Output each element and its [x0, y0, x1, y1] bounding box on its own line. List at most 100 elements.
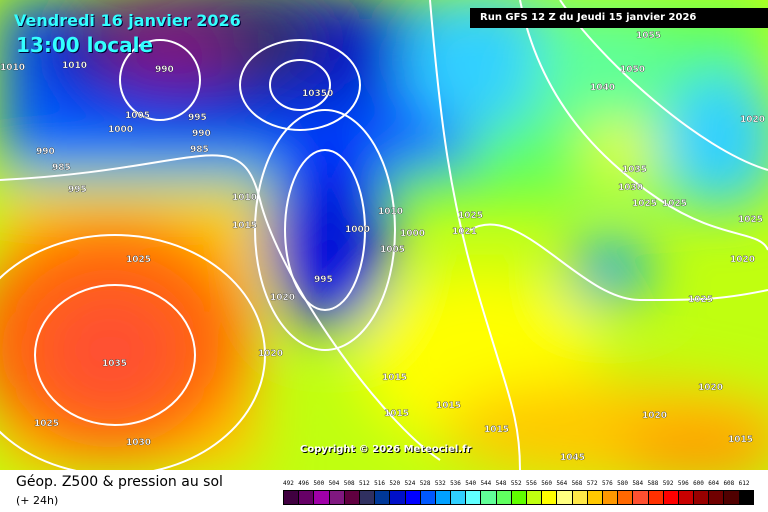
legend-label: 556 [526, 480, 537, 487]
legend-swatch [434, 490, 451, 505]
legend-swatch [571, 490, 587, 505]
legend-swatch [343, 490, 359, 505]
isobar-label: 1015 [436, 401, 461, 411]
legend-label: 512 [358, 480, 370, 487]
legend-cell: 504 [328, 480, 344, 505]
legend-cell: 536 [450, 480, 466, 505]
legend-cell: 580 [617, 480, 633, 505]
legend-cell: 524 [404, 480, 420, 505]
isobar-label: 1025 [738, 215, 763, 225]
isobar-label: 1040 [590, 83, 615, 93]
isobar-label: 1030 [618, 183, 643, 193]
legend-swatch [480, 490, 496, 505]
isobar-label: 1015 [728, 435, 753, 445]
legend-swatch [313, 490, 329, 505]
legend-label: 544 [480, 480, 492, 487]
legend-swatch [328, 490, 344, 505]
legend-label: 520 [389, 480, 401, 487]
legend-label: 580 [617, 480, 628, 487]
legend-label: 524 [404, 480, 416, 487]
legend-swatch [526, 490, 542, 505]
map-title: Géop. Z500 & pression au sol [16, 474, 223, 490]
legend-label: 500 [313, 480, 325, 487]
legend-swatch [404, 490, 420, 505]
legend-swatch [556, 490, 572, 505]
legend-cell: 556 [526, 480, 542, 505]
legend-label: 572 [586, 480, 598, 487]
isobar-label: 1021 [452, 227, 477, 237]
legend-label: 612 [738, 480, 750, 487]
legend-cell: 576 [601, 480, 618, 505]
isobar-label: 1020 [730, 255, 755, 265]
geopotential-field [0, 0, 768, 470]
isobar-label: 1000 [400, 229, 425, 239]
legend-cell: 592 [662, 480, 678, 505]
legend-label: 536 [450, 480, 461, 487]
isobar-label: 1025 [662, 199, 687, 209]
isobar-labels: 1010 1010 990 1005 1000 995 990 985 990 985 995 101… [0, 31, 765, 463]
legend-swatch [586, 490, 602, 505]
legend-label: 608 [723, 480, 735, 487]
isobar-label: 1030 [126, 438, 151, 448]
legend-label: 596 [677, 480, 689, 487]
isobar-label: 1035 [102, 359, 127, 369]
legend-cell: 528 [419, 480, 435, 505]
legend-cell: 608 [723, 480, 739, 505]
isobar-label: 1020 [258, 349, 283, 359]
legend-swatch [617, 490, 633, 505]
legend-cell: 544 [480, 480, 496, 505]
forecast-range: (+ 24h) [16, 494, 59, 507]
legend-swatch [374, 490, 390, 505]
legend-swatch [647, 490, 663, 505]
isobar-label: 985 [52, 163, 71, 173]
isobar-label: 1020 [270, 293, 295, 303]
legend-swatch [450, 490, 466, 505]
isobar-label: 1020 [642, 411, 667, 421]
isobar-label: 1015 [484, 425, 509, 435]
isobar-label: 1025 [632, 199, 657, 209]
isobar-label: 985 [190, 145, 209, 155]
weather-map: 1010 1010 990 1005 1000 995 990 985 990 985 995 101… [0, 0, 768, 470]
legend-cell: 500 [313, 480, 329, 505]
isobar-label: 1025 [458, 211, 483, 221]
legend-cell: 540 [465, 480, 481, 505]
legend-cell: 548 [495, 480, 511, 505]
legend-label: 576 [601, 480, 613, 487]
legend-label: 528 [419, 480, 431, 487]
legend-swatch [510, 490, 526, 505]
isobar-label: 1035 [622, 165, 647, 175]
legend-cell: 516 [374, 480, 390, 505]
legend-cell: 584 [632, 480, 648, 505]
isobar-label: 1010 [0, 63, 25, 73]
legend-cell: 492 [283, 480, 299, 505]
legend-label: 564 [556, 480, 568, 487]
legend-swatch [389, 490, 405, 505]
legend-cell: 508 [343, 480, 359, 505]
forecast-time: 13:00 locale [16, 33, 153, 57]
isobar-label: 1025 [126, 255, 151, 265]
legend-label: 496 [298, 480, 310, 487]
isobar-label: 1015 [382, 373, 407, 383]
legend-cell: 568 [571, 480, 587, 505]
legend-cell: 512 [358, 480, 375, 505]
legend-label: 548 [495, 480, 507, 487]
legend-swatch [495, 490, 511, 505]
legend-cell: 552 [510, 480, 526, 505]
legend-cell: 600 [693, 480, 709, 505]
legend-cell: 572 [586, 480, 602, 505]
isobar-label: 995 [188, 113, 207, 123]
legend-label: 516 [374, 480, 385, 487]
legend-swatch [419, 490, 435, 505]
isobar-label: 990 [155, 65, 174, 75]
legend-swatch [283, 490, 299, 505]
legend-label: 532 [434, 480, 446, 487]
isobar-label: 1055 [636, 31, 661, 41]
isobar-label: 995 [68, 185, 87, 195]
legend-swatch [601, 490, 618, 505]
legend-label: 568 [571, 480, 583, 487]
legend-swatch [465, 490, 481, 505]
model-run-label: Run GFS 12 Z du Jeudi 15 janvier 2026 [470, 8, 768, 28]
isobar-label: 1005 [125, 111, 150, 121]
isobar-label: 995 [314, 275, 333, 285]
legend-label: 560 [541, 480, 553, 487]
